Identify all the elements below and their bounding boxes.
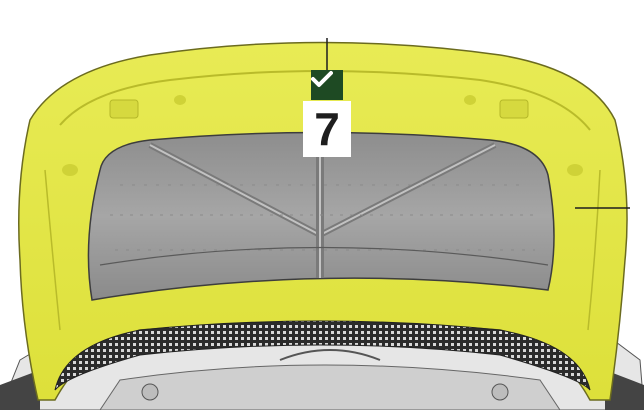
step-number-box: 7 (303, 101, 351, 157)
step-number: 7 (314, 103, 340, 155)
insulation-pad (87, 131, 555, 301)
checkmark-icon (311, 71, 333, 87)
step-completed-badge (311, 70, 343, 100)
mesh-seal-strip (54, 320, 591, 391)
